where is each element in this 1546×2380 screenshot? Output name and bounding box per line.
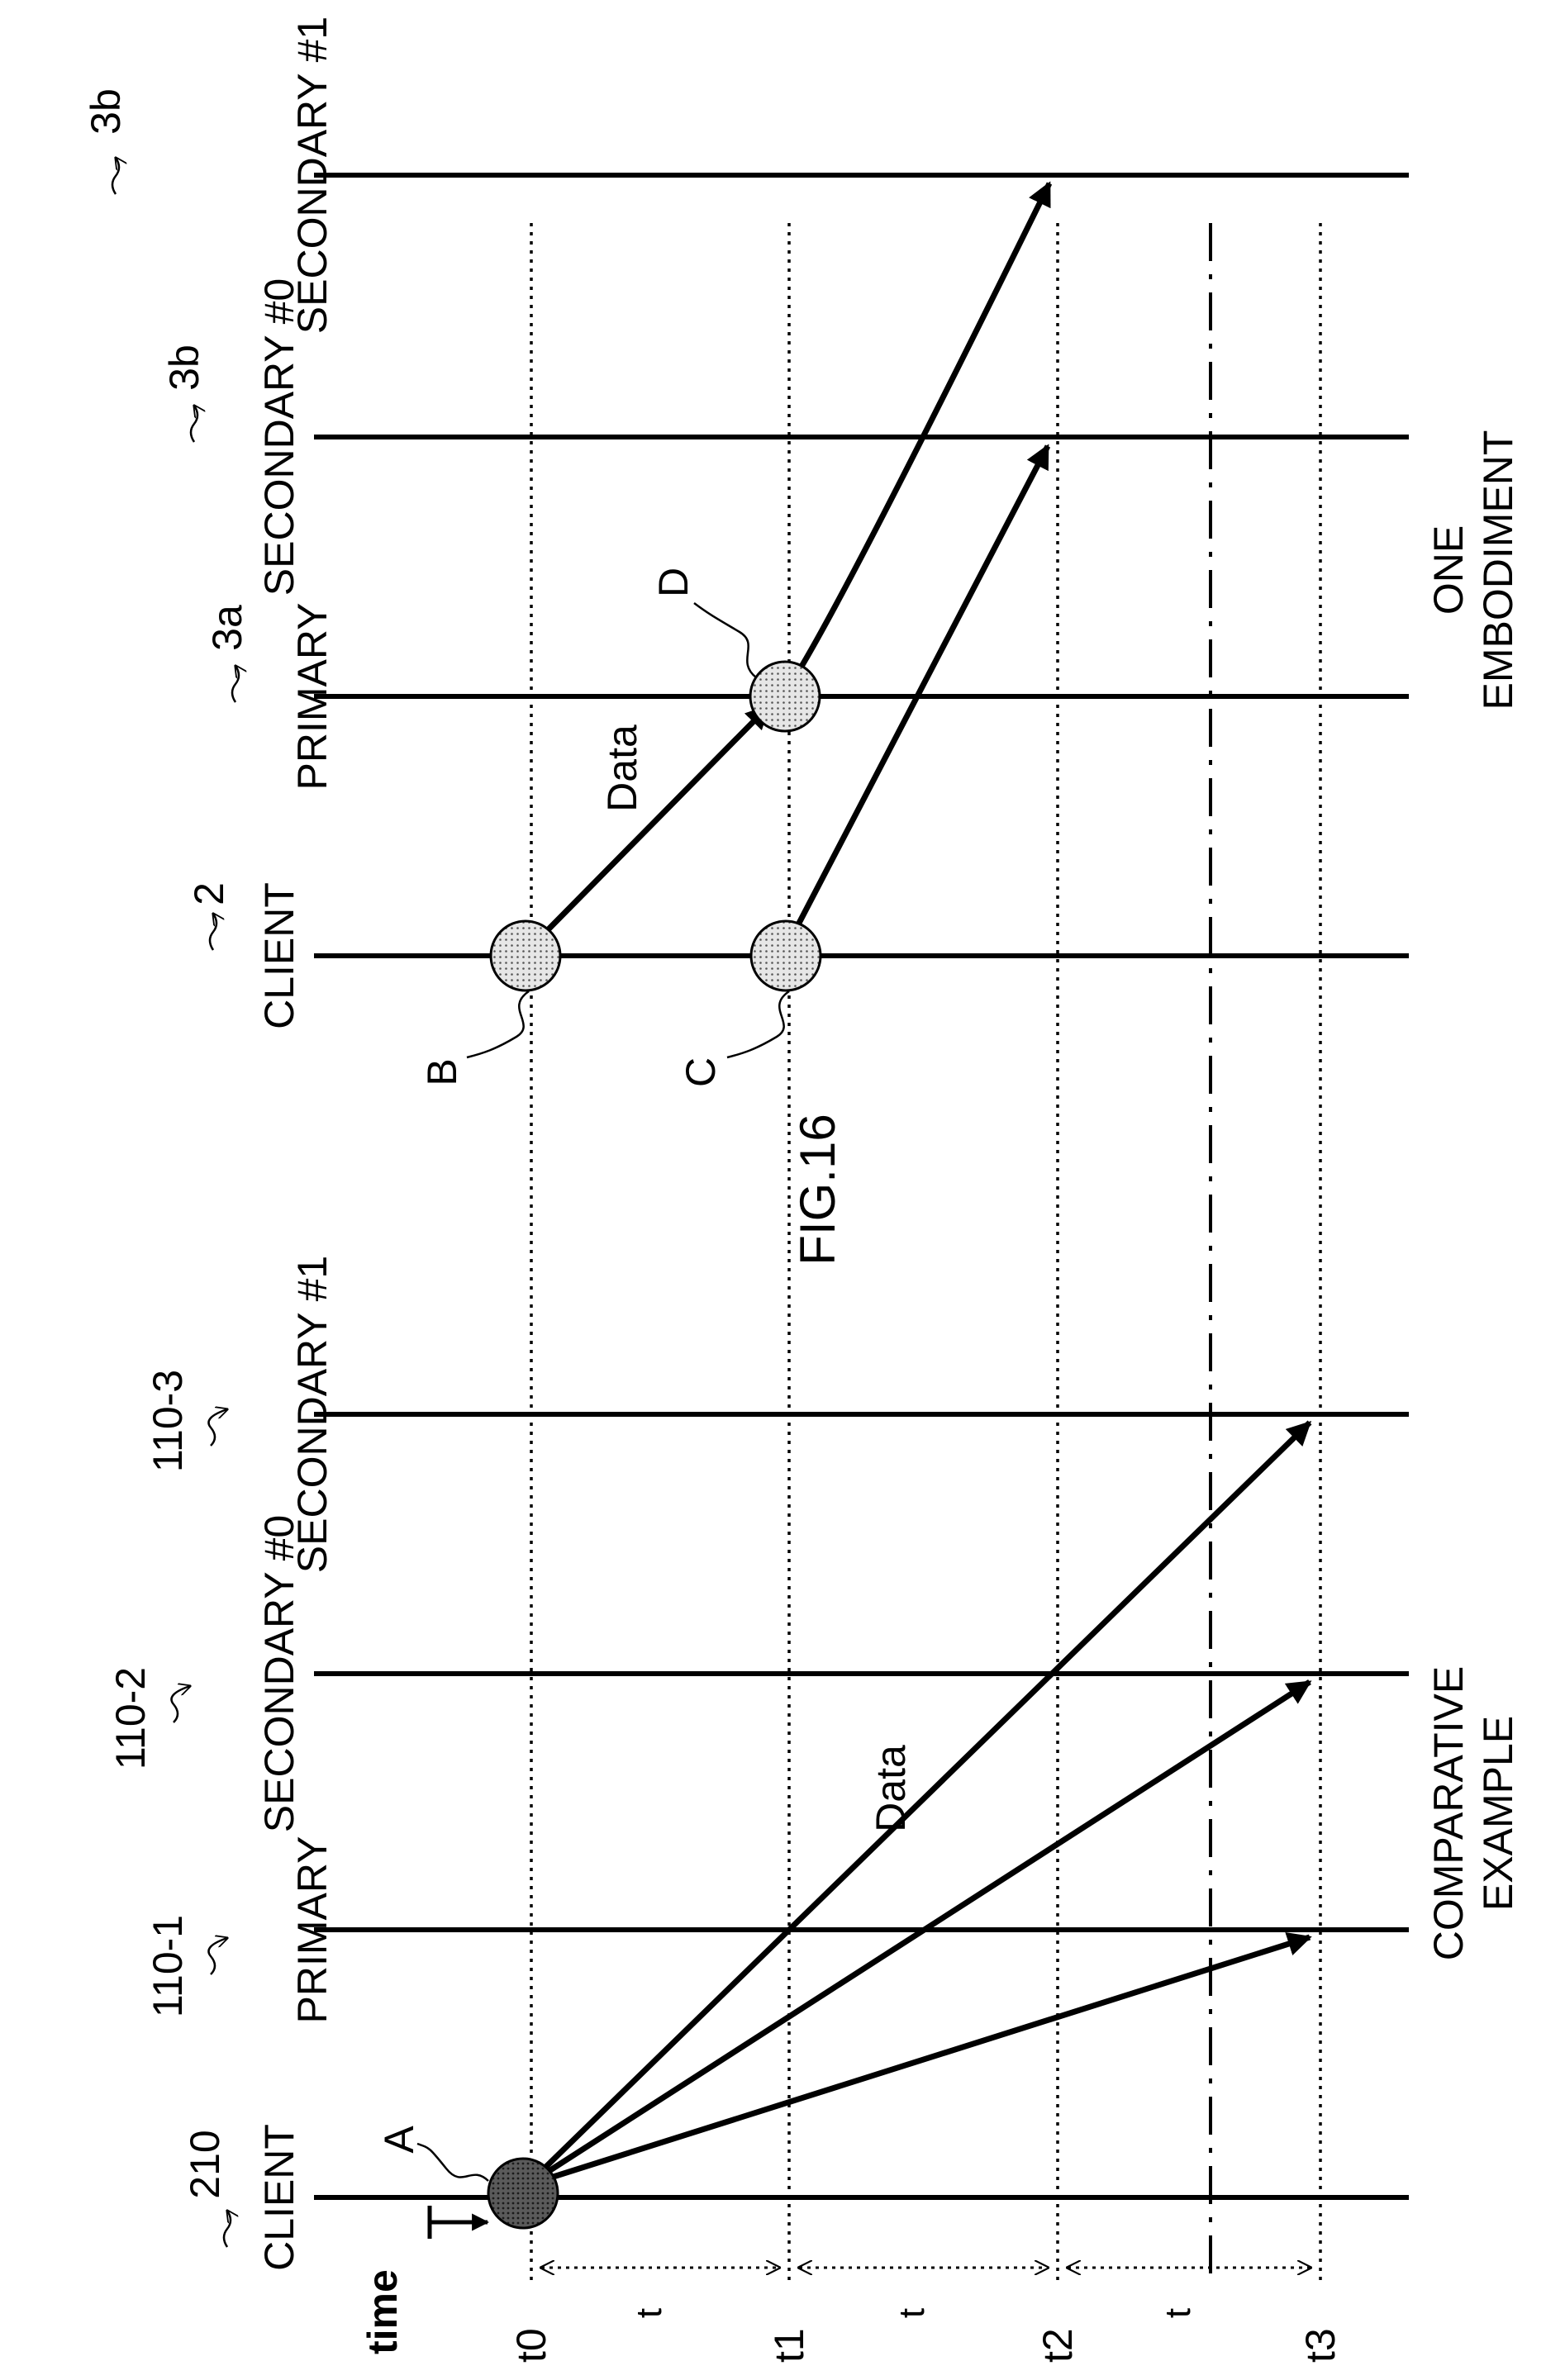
node-name-secondary1-3b: SECONDARY #1 — [289, 17, 335, 334]
node-ref-210-leader — [222, 2211, 231, 2248]
node-ref-210: 210 — [182, 2130, 228, 2198]
node-ref-2-leader — [208, 914, 216, 951]
node-ref-3b-secondary0: 3b — [161, 344, 207, 391]
time-gridlines — [530, 223, 1322, 2280]
point-c-marker — [749, 919, 822, 992]
embodiment-data-label: Data — [599, 724, 645, 812]
point-b-marker — [489, 919, 562, 992]
time-mark-t1: t1 — [766, 2328, 812, 2363]
node-ref-110-2-leader — [170, 1686, 191, 1723]
node-ref-3a: 3a — [204, 605, 250, 651]
time-mark-t2: t2 — [1035, 2328, 1081, 2363]
node-ref-110-2: 110-2 — [107, 1667, 154, 1770]
node-name-primary-3a: PRIMARY — [289, 603, 335, 791]
point-d-leader — [693, 601, 757, 678]
point-c-leader — [726, 990, 790, 1059]
point-b-leader — [466, 990, 530, 1059]
comparative-data-label: Data — [868, 1745, 914, 1832]
point-a-marker — [487, 2157, 559, 2230]
time-mark-t3: t3 — [1297, 2328, 1344, 2363]
node-ref-3a-leader — [231, 666, 239, 703]
point-a-leader — [416, 2142, 489, 2182]
message-arrow-b-to-d — [524, 704, 771, 954]
node-ref-110-3: 110-3 — [145, 1370, 191, 1472]
comparative-example: A Data CLIENT 210 PRIMARY 110-1 SECONDAR… — [107, 1256, 1521, 2271]
figure-title: FIG.16 — [790, 1114, 845, 1265]
comparative-caption-line2: EXAMPLE — [1475, 1716, 1521, 1911]
message-arrow-to-secondary1 — [525, 1420, 1312, 2188]
message-arrow-c-to-secondary0 — [782, 444, 1051, 952]
message-arrow-to-primary — [526, 1931, 1312, 2188]
interval-label-3: t — [1158, 2308, 1198, 2318]
node-name-secondary0-110-2: SECONDARY #0 — [256, 1515, 302, 1832]
node-name-primary-110-1: PRIMARY — [289, 1836, 335, 2024]
node-ref-3b-secondary1-leader — [111, 158, 119, 195]
point-b-label: B — [419, 1058, 465, 1085]
message-arrow-to-secondary0 — [526, 1679, 1312, 2188]
embodiment-caption-line1: ONE — [1425, 525, 1472, 615]
node-ref-110-1-leader — [207, 1938, 228, 1975]
comparative-caption-line1: COMPARATIVE — [1425, 1666, 1472, 1961]
point-d-label: D — [650, 568, 697, 597]
node-name-client-210: CLIENT — [256, 2124, 302, 2271]
interval-label-2: t — [892, 2308, 932, 2318]
point-a-label: A — [376, 2126, 422, 2154]
point-d-marker — [749, 660, 821, 733]
node-ref-110-3-leader — [207, 1409, 228, 1447]
node-ref-3b-secondary1: 3b — [83, 88, 129, 135]
interval-label-1: t — [629, 2308, 669, 2318]
embodiment-caption-line2: EMBODIMENT — [1475, 430, 1521, 710]
node-ref-2: 2 — [186, 882, 232, 905]
node-name-secondary1-110-3: SECONDARY #1 — [289, 1256, 335, 1573]
node-name-client-2: CLIENT — [256, 882, 302, 1029]
one-embodiment: B C D Data CLIENT 2 PRIMARY 3a SECONDARY… — [83, 17, 1521, 1087]
point-c-label: C — [678, 1057, 724, 1087]
node-ref-3b-secondary0-leader — [189, 406, 197, 443]
node-ref-110-1: 110-1 — [145, 1915, 191, 2017]
node-name-secondary0-3b: SECONDARY #0 — [256, 278, 302, 596]
time-mark-t0: t0 — [508, 2328, 554, 2363]
time-axis-label: time — [359, 2269, 406, 2354]
